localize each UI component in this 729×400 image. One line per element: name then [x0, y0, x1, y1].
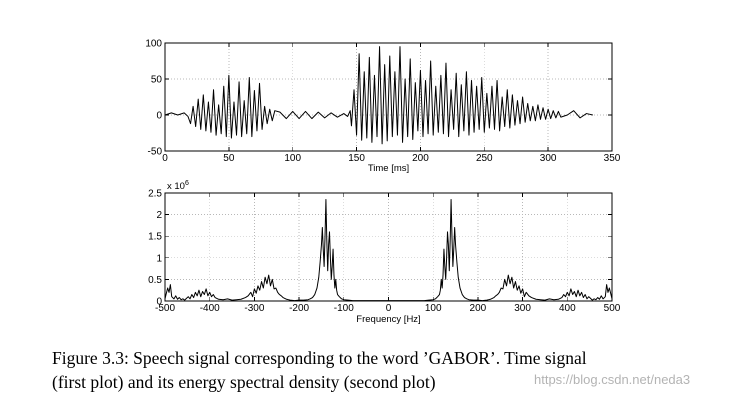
freq-x-tick-label: -400	[200, 303, 220, 314]
time-y-tick-label: -50	[148, 147, 163, 158]
freq-y-tick-label: 1	[156, 253, 162, 264]
freq-x-tick-label: 100	[425, 303, 442, 314]
time-x-tick-label: 0	[162, 153, 168, 164]
time-plot-frame	[164, 42, 613, 152]
freq-y-tick-label: 2	[156, 210, 162, 221]
freq-y-tick-label: 0.5	[148, 275, 162, 286]
freq-x-tick-label: 0	[386, 303, 392, 314]
time-x-tick-label: 50	[223, 153, 235, 164]
freq-plot-grid	[164, 192, 613, 302]
figure-caption: Figure 3.3: Speech signal corresponding …	[52, 346, 722, 394]
freq-x-tick-label: -200	[289, 303, 309, 314]
freq-x-tick-label: -100	[334, 303, 354, 314]
time-x-tick-label: 250	[476, 153, 493, 164]
freq-x-axis-label: Frequency [Hz]	[356, 314, 420, 325]
freq-y-tick-label: 1.5	[148, 232, 162, 243]
freq-y-tick-label: 2.5	[148, 189, 162, 200]
time-x-axis-label: Time [ms]	[368, 163, 409, 174]
freq-y-tick-label: 0	[156, 297, 162, 308]
freq-plot-ticks: -500 -400 -300 -200 -100 0 100 200 300 400 500 0 0.5…	[148, 189, 621, 315]
energy-spectral-density-plot: -500 -400 -300 -200 -100 0 100 200 300 400 500 0 0.5…	[148, 180, 621, 325]
time-x-tick-label: 350	[604, 153, 621, 164]
caption-line-2: (first plot) and its energy spectral den…	[52, 372, 436, 392]
time-x-tick-label: 100	[284, 153, 301, 164]
freq-x-tick-label: -300	[244, 303, 264, 314]
time-x-tick-label: 200	[412, 153, 429, 164]
freq-x-tick-label: 300	[514, 303, 531, 314]
freq-x-tick-label: 200	[470, 303, 487, 314]
time-y-tick-label: 50	[151, 75, 163, 86]
time-signal-line	[164, 46, 593, 145]
y-scale-multiplier-exponent: 6	[185, 180, 189, 187]
y-scale-multiplier: x 106	[167, 180, 189, 192]
caption-line-1: Figure 3.3: Speech signal corresponding …	[52, 348, 587, 368]
watermark-text: https://blog.csdn.net/neda3	[534, 372, 691, 387]
time-x-tick-label: 300	[540, 153, 557, 164]
freq-x-tick-label: 400	[559, 303, 576, 314]
time-y-tick-label: 100	[145, 39, 162, 50]
time-y-tick-label: 0	[156, 111, 162, 122]
freq-x-tick-label: 500	[604, 303, 621, 314]
time-x-tick-label: 150	[348, 153, 365, 164]
freq-x-tick-label: -500	[155, 303, 175, 314]
y-scale-multiplier-base: x 10	[167, 181, 185, 192]
